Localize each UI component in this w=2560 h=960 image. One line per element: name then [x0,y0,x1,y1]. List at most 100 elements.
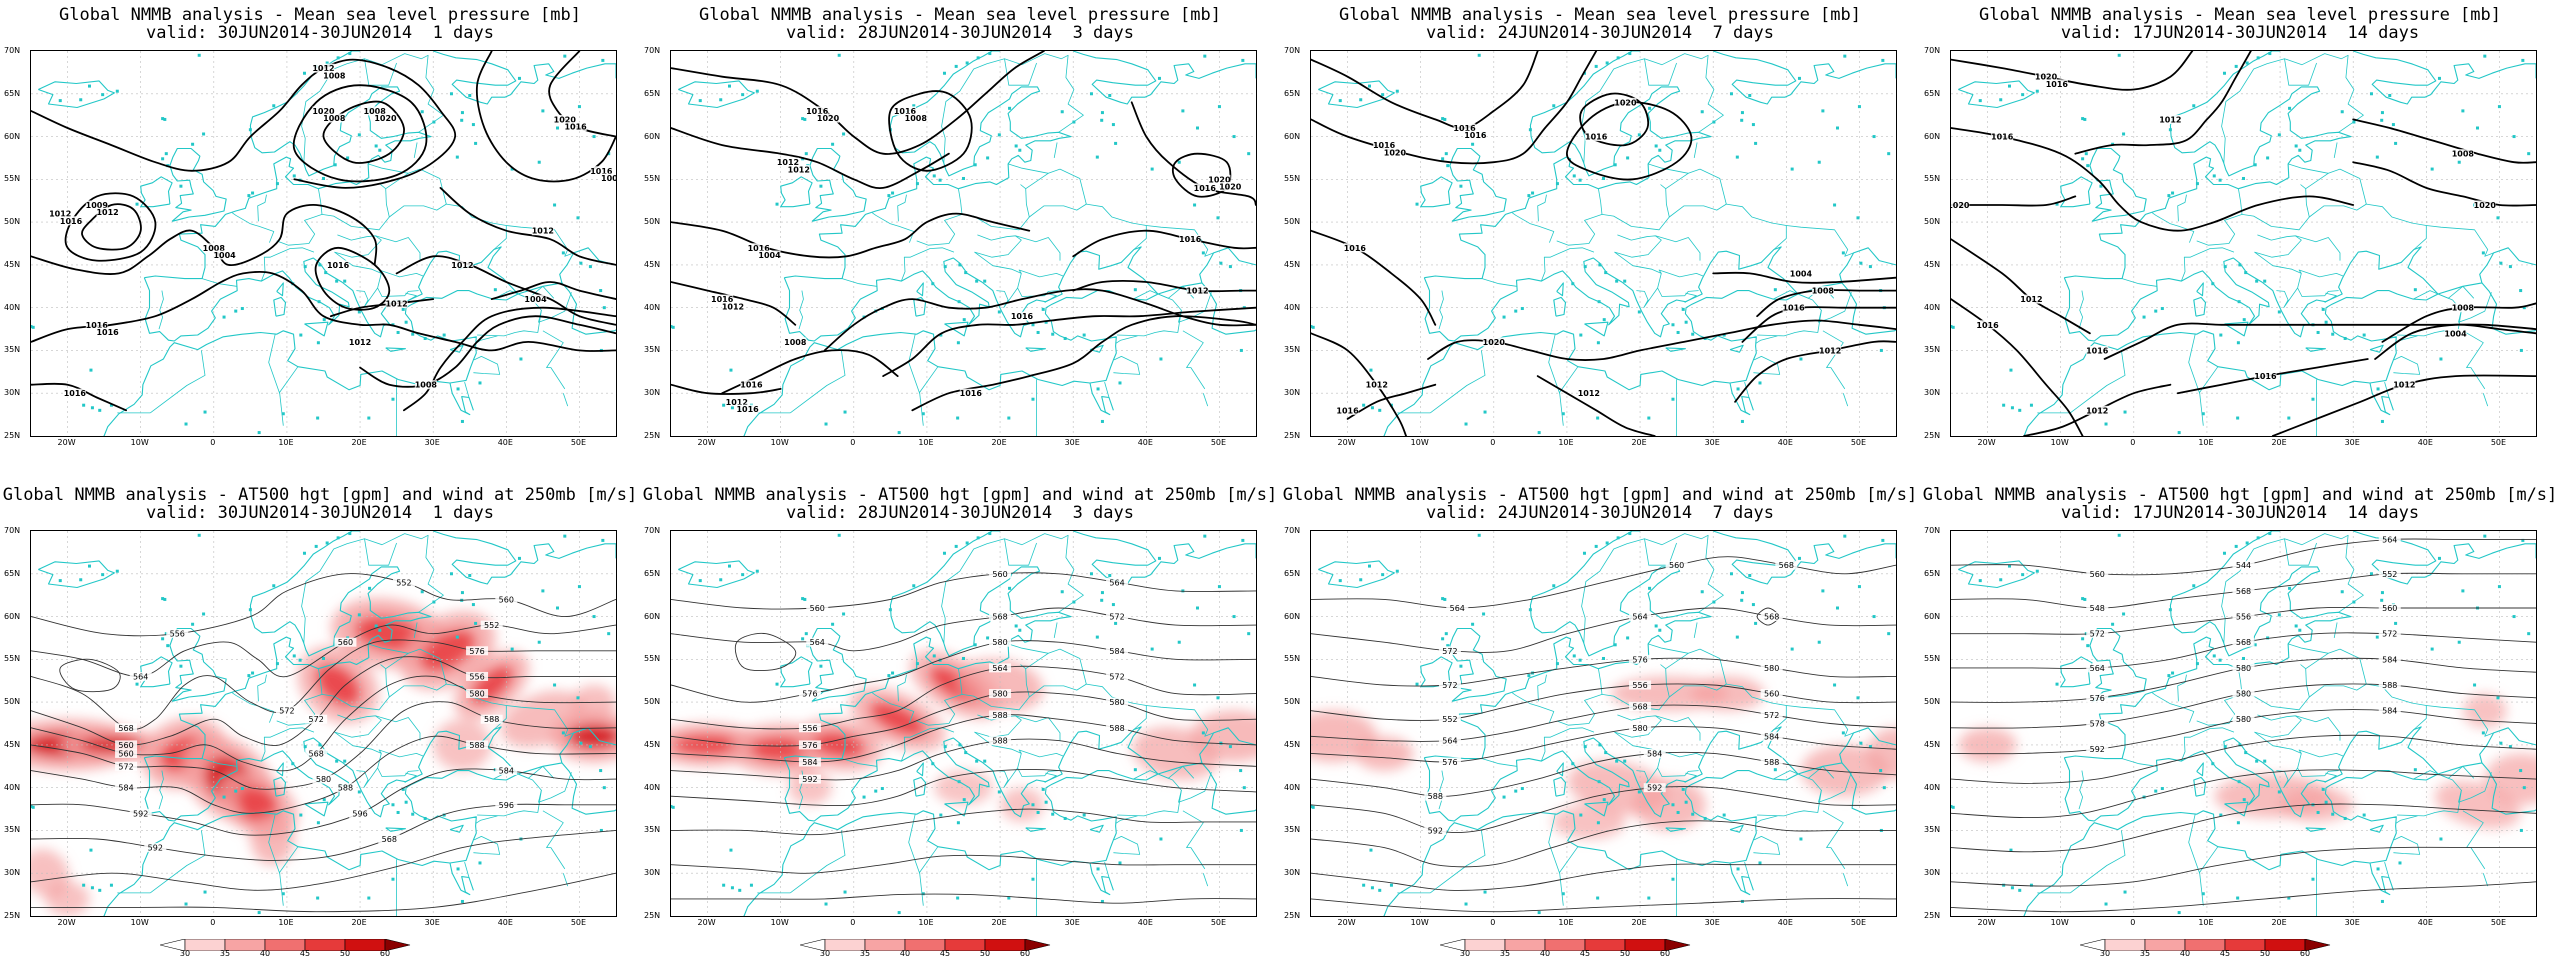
country-border [158,290,164,330]
island-mark [2496,696,2500,700]
island-mark [1239,828,1243,832]
island-mark [1031,803,1035,807]
island-mark [2288,106,2292,110]
lat-tick-label: 35N [4,825,21,835]
contour-label-bg [1760,731,1783,741]
island-mark [1596,416,1600,420]
island-mark [1613,163,1617,167]
coastline [780,656,813,688]
island-mark [891,671,895,675]
height-contour [1951,881,2536,913]
contour-label-bg [798,689,821,699]
contour-label-bg [1438,736,1461,746]
lat-tick-label: 30N [4,388,21,398]
contour-label-bg [495,594,518,604]
island-mark [281,412,285,416]
isobar [490,281,616,300]
country-border [1481,758,1517,767]
coastline [385,347,406,352]
isobar [1951,238,2091,335]
contour-label-bg [989,710,1012,720]
island-mark [449,572,453,576]
island-mark [460,591,464,595]
country-border [473,836,501,855]
contour-label: 588 [484,715,499,724]
island-mark [2331,812,2335,816]
island-mark [1736,387,1740,391]
coastline [2193,776,2207,797]
island-mark [222,315,226,319]
country-border [1537,194,1547,222]
contour-label: 1016 [748,244,771,253]
country-border [1647,163,1689,174]
contour-label: 1016 [590,167,613,176]
country-border [1669,203,1787,250]
island-mark [2083,597,2087,601]
island-mark [163,117,167,121]
island-mark [1833,683,1837,687]
island-mark [1100,419,1104,423]
wind-shade [1190,710,1256,762]
island-mark [2086,164,2090,168]
contour-label-bg [334,783,357,793]
lon-tick-label: 30E [1064,438,1080,447]
island-mark [728,564,731,568]
island-mark [1605,61,1609,65]
island-mark [1100,591,1104,595]
contour-label-bg [115,723,138,733]
lat-tick-label: 50N [1924,697,1941,707]
island-mark [82,403,86,407]
country-border [1658,269,1704,278]
coastline [1318,560,1395,589]
island-mark [931,282,935,286]
island-mark [161,597,165,601]
island-mark [455,155,459,159]
island-mark [1216,696,1220,700]
island-mark [2242,798,2246,802]
isobar [403,306,616,412]
country-border [367,643,409,654]
contour-label: 1009 [86,201,109,210]
contour-label: 1016 [2046,80,2069,89]
country-border [2188,334,2200,394]
island-mark [1483,410,1487,414]
contour-label-bg [1643,783,1666,793]
island-mark [2255,279,2259,283]
country-border [1133,765,1195,780]
wind-shade [1866,727,1896,780]
contour-label: 588 [992,711,1007,720]
island-mark [843,410,847,414]
height-contour [1311,863,1896,891]
contour-label-bg [2232,612,2255,622]
contour-label: 1020 [1614,98,1637,107]
country-border [538,772,572,803]
country-border [1004,533,1084,613]
lat-tick-label: 30N [1284,388,1301,398]
lat-tick-label: 45N [4,259,21,269]
island-mark [2380,598,2384,602]
contour-label: 580 [1632,724,1647,733]
island-mark [954,544,958,548]
island-mark [563,534,567,538]
country-border [1053,142,1058,158]
country-border [321,664,390,711]
lat-tick-label: 50N [644,217,661,227]
island-mark [1444,632,1448,636]
island-mark [880,787,884,791]
contour-label: 578 [2090,720,2105,729]
country-border [158,770,164,810]
island-mark [2256,536,2260,540]
island-mark [1311,805,1315,809]
contour-label-bg [1438,646,1461,656]
contour-label: 592 [2090,745,2105,754]
country-border [2297,287,2339,297]
island-mark [1150,647,1154,651]
island-mark [749,883,753,887]
island-mark [2369,572,2373,576]
island-mark [801,117,805,121]
island-mark [719,98,723,102]
contour-label: 552 [1442,715,1457,724]
island-mark [1740,591,1744,595]
colorbar-label: 45 [2219,949,2231,958]
country-border [2069,830,2126,894]
